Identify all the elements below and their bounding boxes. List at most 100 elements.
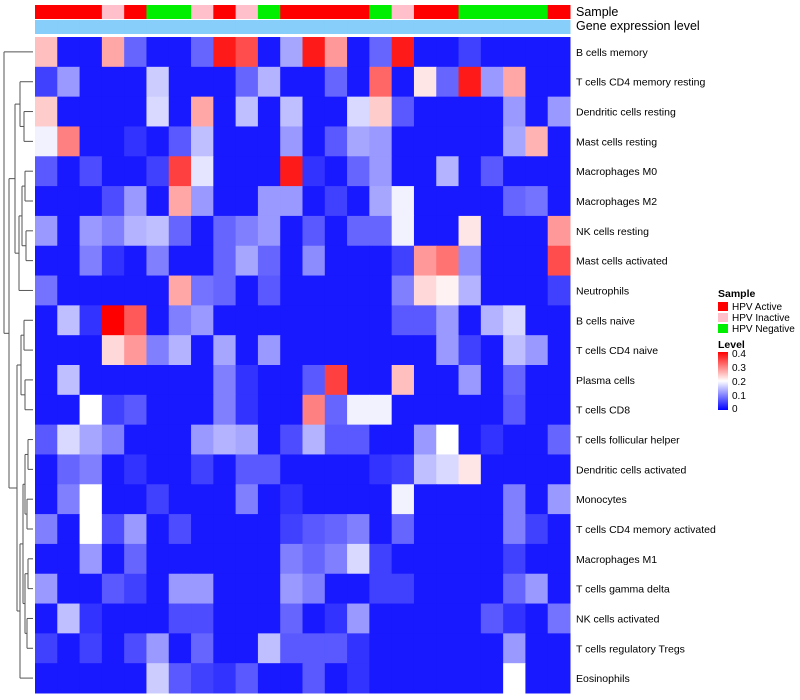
heatmap-cell [547, 365, 571, 396]
heatmap-cell [391, 633, 415, 664]
heatmap-cell [324, 186, 348, 217]
heatmap-cell [413, 245, 437, 277]
heatmap-cell [391, 66, 415, 98]
heatmap-cell [302, 663, 326, 694]
heatmap-cell [35, 156, 58, 187]
heatmap-cell [191, 484, 214, 515]
heatmap-cell [213, 66, 237, 98]
heatmap-cell [436, 484, 460, 515]
sample-annotation-cell [101, 5, 125, 19]
sample-annotation-cell [235, 5, 259, 19]
heatmap-cell [480, 573, 504, 605]
heatmap-cell [391, 186, 415, 217]
heatmap-cell [369, 215, 393, 247]
heatmap-cell [436, 394, 460, 426]
heatmap-cell [347, 245, 370, 277]
heatmap-cell [436, 543, 460, 575]
heatmap-cell [213, 365, 237, 396]
heatmap-cell [57, 484, 81, 515]
sample-annotation-cell [369, 5, 393, 19]
heatmap-cell [191, 424, 214, 455]
heatmap-cell [391, 275, 415, 306]
heatmap-cell [458, 633, 482, 664]
row-label: Dendritic cells activated [576, 464, 686, 476]
heatmap-cell [347, 305, 370, 336]
heatmap-cell [257, 37, 281, 68]
heatmap-cell [458, 424, 482, 455]
heatmap-cell [79, 335, 103, 366]
heatmap-cell [101, 603, 125, 634]
sample-annotation-cell [191, 5, 214, 19]
heatmap-cell [168, 454, 192, 485]
heatmap-cell [525, 126, 549, 157]
heatmap-cell [191, 454, 214, 485]
heatmap-cell [458, 305, 482, 336]
heatmap-cell [57, 633, 81, 664]
heatmap-cell [168, 335, 192, 366]
heatmap-cell [458, 66, 482, 98]
heatmap-cell [302, 633, 326, 664]
heatmap-cell [191, 126, 214, 157]
heatmap-cell [213, 424, 237, 455]
heatmap-cell [525, 215, 549, 247]
heatmap-cell [101, 335, 125, 366]
heatmap-cell [280, 394, 303, 426]
heatmap-cell [369, 543, 393, 575]
heatmap-cell [257, 394, 281, 426]
heatmap-cell [257, 186, 281, 217]
heatmap-cell [146, 365, 170, 396]
level-tick-0-4: 0.4 [732, 349, 746, 360]
heatmap-cell [257, 126, 281, 157]
heatmap-cell [480, 186, 504, 217]
heatmap-cell [503, 66, 526, 98]
heatmap-cell [413, 96, 437, 127]
heatmap-cell [280, 215, 303, 247]
heatmap-cell [124, 663, 147, 694]
heatmap-cell [369, 365, 393, 396]
heatmap-cell [503, 484, 526, 515]
heatmap-cell [257, 633, 281, 664]
heatmap-cell [168, 484, 192, 515]
heatmap-cell [146, 305, 170, 336]
heatmap-cell [547, 37, 571, 68]
sample-annotation-cell [480, 5, 504, 19]
row-label: T cells CD8 [576, 405, 630, 417]
sample-annotation-cell [168, 5, 192, 19]
heatmap-cell [480, 126, 504, 157]
sample-annotation-cell [324, 5, 348, 19]
legend-swatch-hpv-negative [718, 324, 728, 333]
heatmap-cell [458, 275, 482, 306]
heatmap-cell [347, 66, 370, 98]
heatmap-cell [503, 633, 526, 664]
row-label: T cells CD4 naive [576, 345, 658, 357]
expression-annotation-cell [547, 20, 571, 34]
heatmap-cell [191, 66, 214, 98]
heatmap-cell [124, 215, 147, 247]
heatmap-cell [146, 96, 170, 127]
heatmap-cell [146, 394, 170, 426]
heatmap-cell [35, 633, 58, 664]
heatmap-cell [302, 66, 326, 98]
heatmap-cell [57, 66, 81, 98]
level-tick-0-3: 0.3 [732, 363, 746, 374]
heatmap-cell [213, 126, 237, 157]
sample-track-label: Sample [576, 5, 618, 19]
heatmap-cell [79, 573, 103, 605]
row-label: NK cells resting [576, 226, 649, 238]
heatmap-cell [35, 514, 58, 545]
legend-label-hpv-negative: HPV Negative [732, 324, 795, 335]
row-label: NK cells activated [576, 613, 660, 625]
heatmap-cell [391, 484, 415, 515]
heatmap-cell [547, 335, 571, 366]
heatmap-cell [436, 66, 460, 98]
heatmap-cell [436, 186, 460, 217]
heatmap-cell [324, 245, 348, 277]
heatmap-cell [547, 514, 571, 545]
heatmap-cell [347, 394, 370, 426]
heatmap-cell [480, 215, 504, 247]
heatmap-cell [324, 424, 348, 455]
heatmap-cell [79, 156, 103, 187]
heatmap-cell [369, 275, 393, 306]
heatmap-cell [79, 454, 103, 485]
heatmap-cell [547, 66, 571, 98]
